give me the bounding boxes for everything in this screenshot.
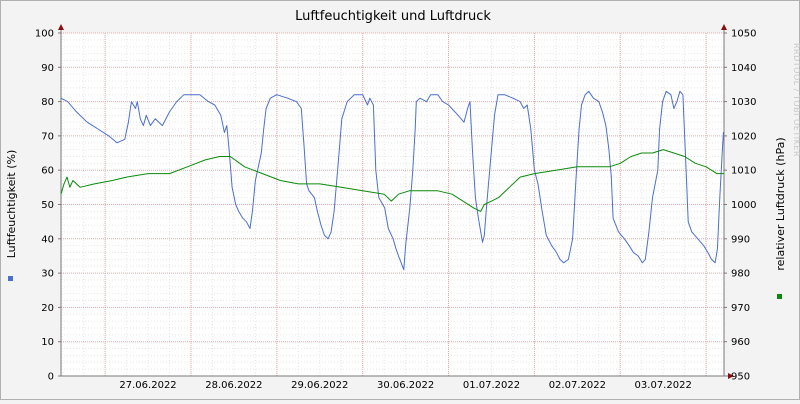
y-left-tick-label: 50 bbox=[41, 200, 54, 211]
axes bbox=[58, 24, 734, 379]
y-left-axis-label: Luftfeuchtigkeit (%) bbox=[5, 150, 18, 259]
x-tick-label: 03.07.2022 bbox=[635, 380, 692, 391]
y-left-tick-label: 40 bbox=[41, 234, 54, 245]
y-left-tick-label: 80 bbox=[41, 97, 54, 108]
y-right-tick-label: 970 bbox=[731, 303, 750, 314]
y-left-tick-label: 0 bbox=[48, 372, 54, 383]
y-right-tick-label: 980 bbox=[731, 269, 750, 280]
y-right-tick-label: 1050 bbox=[731, 29, 756, 40]
y-left-tick-label: 70 bbox=[41, 131, 54, 142]
y-right-tick-label: 1010 bbox=[731, 166, 756, 177]
x-tick-label: 29.06.2022 bbox=[291, 380, 348, 391]
x-tick-label: 01.07.2022 bbox=[463, 380, 520, 391]
pressure-series-line bbox=[60, 149, 724, 212]
series-layer bbox=[60, 90, 724, 271]
tick-labels: 0102030405060708090100950960970980990100… bbox=[35, 29, 757, 392]
y-right-tick-label: 950 bbox=[731, 372, 750, 383]
watermark: RRDTOOL / TOBI OETIKER bbox=[792, 43, 800, 157]
y-left-tick-label: 10 bbox=[41, 337, 54, 348]
y-right-tick-label: 1030 bbox=[731, 97, 756, 108]
y-left-tick-label: 20 bbox=[41, 303, 54, 314]
y-right-tick-label: 990 bbox=[731, 234, 750, 245]
x-tick-label: 30.06.2022 bbox=[377, 380, 434, 391]
plot-area bbox=[61, 33, 724, 376]
y-left-tick-label: 60 bbox=[41, 166, 54, 177]
grid bbox=[61, 32, 724, 376]
y-left-tick-label: 90 bbox=[41, 63, 54, 74]
x-tick-label: 27.06.2022 bbox=[119, 380, 176, 391]
x-axis-arrow bbox=[728, 373, 734, 379]
chart-title: Luftfeuchtigkeit und Luftdruck bbox=[295, 9, 491, 24]
y-right-tick-label: 960 bbox=[731, 337, 750, 348]
y-left-tick-label: 30 bbox=[41, 269, 54, 280]
x-tick-label: 02.07.2022 bbox=[549, 380, 606, 391]
y-left-tick-label: 100 bbox=[35, 29, 54, 40]
humidity-series-line bbox=[60, 90, 724, 271]
y-right-tick-label: 1000 bbox=[731, 200, 756, 211]
y-left-axis-arrow bbox=[58, 24, 64, 30]
left-series-legend-swatch bbox=[8, 276, 13, 281]
y-right-tick-label: 1040 bbox=[731, 63, 756, 74]
y-right-axis-label: relativer Luftdruck (hPa) bbox=[774, 137, 787, 270]
y-right-axis-arrow bbox=[721, 24, 727, 30]
x-tick-label: 28.06.2022 bbox=[205, 380, 262, 391]
y-right-tick-label: 1020 bbox=[731, 131, 756, 142]
right-series-legend-swatch bbox=[777, 294, 782, 299]
